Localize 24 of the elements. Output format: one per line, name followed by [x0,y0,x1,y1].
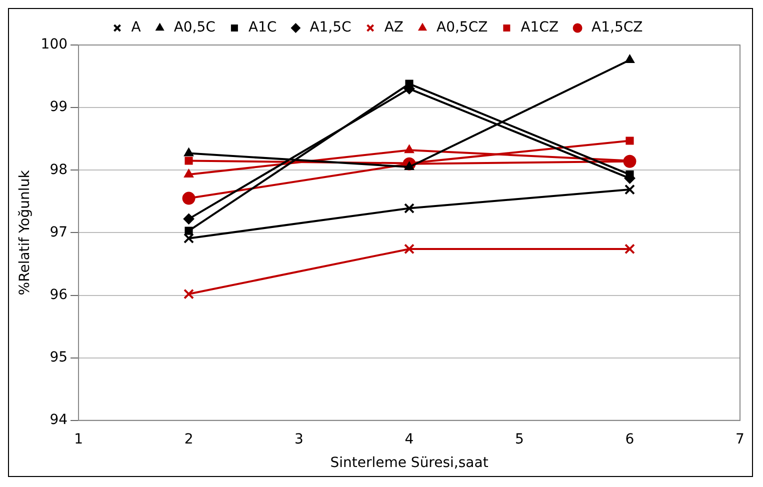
x-tick-label: 5 [515,431,524,448]
y-tick-label: 94 [50,412,68,428]
x-tick-label: 6 [625,431,634,448]
y-tick-label: 99 [50,99,68,116]
legend-label: A1,5C [310,20,352,36]
legend-label: A1C [248,20,277,36]
legend-label: A [131,20,142,36]
x-axis-title: Sinterleme Süresi,saat [330,455,489,472]
x-tick-label: 4 [404,431,414,448]
y-axis-title: %Relatif Yoğunluk [17,169,34,296]
legend-label: A0,5C [174,20,216,36]
legend-label: AZ [384,20,404,36]
y-tick-label: 97 [50,224,68,240]
legend-label: A1CZ [520,20,559,36]
x-tick-label: 1 [74,431,83,448]
legend-label: A1,5CZ [592,20,643,36]
y-tick-label: 96 [50,286,68,303]
x-tick-label: 2 [184,431,194,448]
legend-label: A0,5CZ [436,20,488,36]
y-tick-label: 95 [50,349,68,366]
x-tick-label: 7 [736,431,744,448]
y-tick-label: 98 [50,162,68,178]
x-tick-label: 3 [294,431,304,448]
y-tick-label: 100 [40,36,68,53]
